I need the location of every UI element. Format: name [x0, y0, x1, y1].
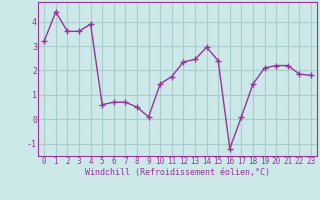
X-axis label: Windchill (Refroidissement éolien,°C): Windchill (Refroidissement éolien,°C)	[85, 168, 270, 177]
